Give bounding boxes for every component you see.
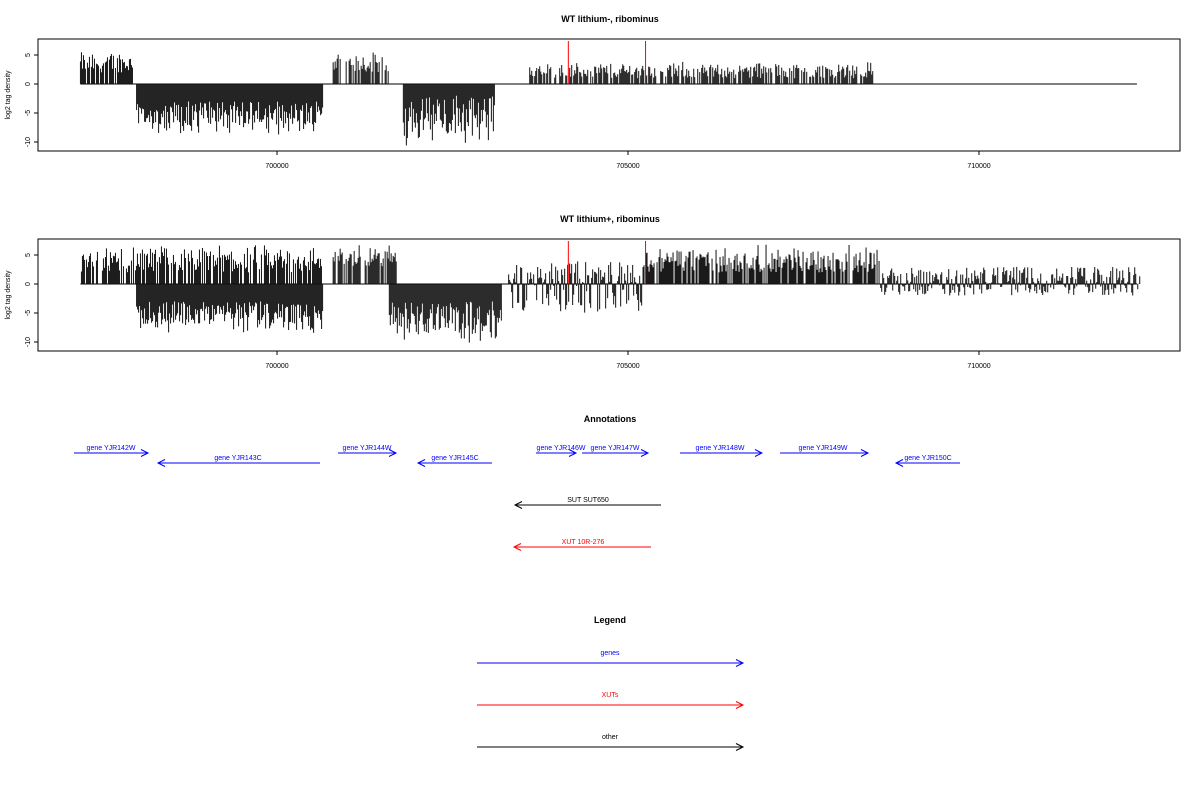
x-tick-label: 710000 bbox=[967, 363, 990, 370]
y-axis: 5 0 -5 -10 bbox=[25, 253, 38, 347]
arrowhead bbox=[156, 459, 166, 467]
annotations-title: Annotations bbox=[584, 414, 637, 424]
feature-gene-yjr145c: gene YJR145C bbox=[416, 455, 492, 467]
panel-title: WT lithium+, ribominus bbox=[560, 214, 660, 224]
feature-label: gene YJR143C bbox=[214, 455, 261, 462]
arrowhead bbox=[512, 543, 522, 551]
legend-label: other bbox=[602, 734, 619, 741]
y-tick-label: 5 bbox=[25, 53, 32, 57]
x-axis: 700000 705000 710000 bbox=[265, 351, 991, 370]
feature-gene-yjr144w: gene YJR144W bbox=[338, 445, 398, 457]
marker-lines bbox=[567, 41, 647, 84]
y-axis: 5 0 -5 -10 bbox=[25, 53, 38, 147]
arrowhead bbox=[513, 501, 523, 509]
y-tick-label: -10 bbox=[25, 337, 32, 347]
y-tick-label: -5 bbox=[25, 110, 32, 116]
x-axis: 700000 705000 710000 bbox=[265, 151, 991, 170]
arrowhead bbox=[735, 701, 745, 709]
coverage-bars bbox=[80, 244, 1141, 343]
legend-title: Legend bbox=[594, 615, 626, 625]
feature-label: gene YJR147W bbox=[591, 445, 640, 452]
feature-label: gene YJR149W bbox=[799, 445, 848, 452]
feature-gene-yjr147w: gene YJR147W bbox=[582, 445, 650, 457]
arrowhead bbox=[754, 449, 764, 457]
arrowhead bbox=[140, 449, 150, 457]
y-tick-label: -5 bbox=[25, 310, 32, 316]
coverage-bars bbox=[79, 52, 1137, 146]
y-tick-label: -10 bbox=[25, 137, 32, 147]
y-axis-label: log2 tag density bbox=[5, 270, 12, 320]
feature-gene-yjr146w: gene YJR146W bbox=[536, 445, 586, 457]
feature-gene-yjr148w: gene YJR148W bbox=[680, 445, 764, 457]
feature-label: gene YJR148W bbox=[696, 445, 745, 452]
y-axis-label: log2 tag density bbox=[5, 70, 12, 120]
marker-lines bbox=[567, 241, 647, 284]
feature-label: gene YJR142W bbox=[87, 445, 136, 452]
legend: Legend genes XUTs other bbox=[477, 615, 745, 751]
arrowhead bbox=[640, 449, 650, 457]
arrowhead bbox=[416, 459, 426, 467]
plot-frame bbox=[37, 238, 1181, 352]
feature-label: SUT SUT650 bbox=[567, 497, 609, 504]
feature-gene-yjr150c: gene YJR150C bbox=[894, 455, 960, 467]
panel-title: WT lithium-, ribominus bbox=[561, 14, 659, 24]
arrowhead bbox=[860, 449, 870, 457]
feature-label: gene YJR150C bbox=[904, 455, 951, 462]
feature-label: gene YJR145C bbox=[431, 455, 478, 462]
feature-label: XUT 10R-276 bbox=[562, 539, 605, 546]
feature-label: gene YJR144W bbox=[343, 445, 392, 452]
arrowhead bbox=[388, 449, 398, 457]
coverage-panel-lithium-plus: WT lithium+, ribominus log2 tag density … bbox=[5, 214, 1181, 370]
x-tick-label: 700000 bbox=[265, 163, 288, 170]
legend-label: XUTs bbox=[602, 692, 619, 699]
feature-xut-10r-276: XUT 10R-276 bbox=[512, 539, 651, 551]
y-tick-label: 0 bbox=[25, 282, 32, 286]
feature-gene-yjr142w: gene YJR142W bbox=[74, 445, 150, 457]
y-tick-label: 0 bbox=[25, 82, 32, 86]
feature-label: gene YJR146W bbox=[537, 445, 586, 452]
arrowhead bbox=[568, 449, 578, 457]
x-tick-label: 705000 bbox=[616, 163, 639, 170]
x-tick-label: 710000 bbox=[967, 163, 990, 170]
arrowhead bbox=[735, 659, 745, 667]
coverage-panel-lithium-minus: WT lithium-, ribominus log2 tag density … bbox=[5, 14, 1181, 170]
arrowhead bbox=[894, 459, 904, 467]
feature-sut650: SUT SUT650 bbox=[513, 497, 661, 509]
legend-entry-genes: genes bbox=[477, 650, 745, 667]
y-tick-label: 5 bbox=[25, 253, 32, 257]
feature-gene-yjr149w: gene YJR149W bbox=[780, 445, 870, 457]
legend-label: genes bbox=[600, 650, 620, 657]
arrowhead bbox=[735, 743, 745, 751]
legend-entry-other: other bbox=[477, 734, 745, 751]
x-tick-label: 705000 bbox=[616, 363, 639, 370]
annotations-track: Annotations gene YJR142W gene YJR143C ge… bbox=[74, 414, 960, 551]
legend-entry-xuts: XUTs bbox=[477, 692, 745, 709]
x-tick-label: 700000 bbox=[265, 363, 288, 370]
plot-frame bbox=[37, 38, 1181, 152]
feature-gene-yjr143c: gene YJR143C bbox=[156, 455, 320, 467]
